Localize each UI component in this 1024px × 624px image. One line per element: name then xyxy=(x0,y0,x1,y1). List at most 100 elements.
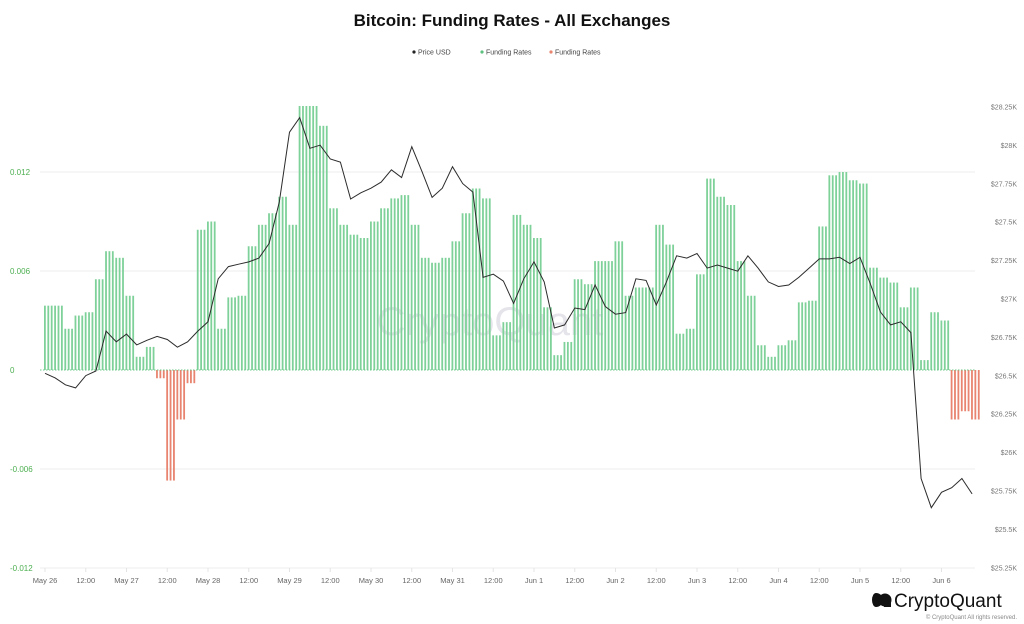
cryptoquant-logo: CryptoQuant xyxy=(872,591,1002,612)
x-tick-label: May 31 xyxy=(440,576,465,585)
legend-marker-price xyxy=(412,50,416,54)
funding-bar-negative xyxy=(957,370,960,420)
funding-bar-positive xyxy=(882,277,885,370)
funding-bar-positive xyxy=(139,356,141,370)
left-tick-label: -0.012 xyxy=(10,564,33,573)
funding-bar-positive xyxy=(536,238,539,370)
funding-bar-positive xyxy=(937,312,939,370)
funding-bar-positive xyxy=(780,345,783,370)
funding-bar-positive xyxy=(74,315,77,370)
funding-bar-positive xyxy=(200,229,203,370)
funding-bar-positive xyxy=(814,300,817,370)
funding-bar-positive xyxy=(298,106,301,370)
funding-bar-positive xyxy=(220,328,223,370)
funding-bar-positive xyxy=(651,287,654,370)
funding-bar-positive xyxy=(763,345,766,370)
right-tick-label: $25.25K xyxy=(991,565,1017,572)
funding-bar-positive xyxy=(254,246,257,370)
funding-bar-positive xyxy=(594,261,596,370)
legend-label-price: Price USD xyxy=(418,50,451,57)
funding-bar-positive xyxy=(488,198,491,370)
funding-bar-positive xyxy=(274,213,277,370)
funding-bar-positive xyxy=(54,305,56,370)
funding-bar-positive xyxy=(509,322,512,370)
funding-bar-positive xyxy=(94,279,97,370)
funding-bar-positive xyxy=(743,261,746,370)
funding-bar-positive xyxy=(431,262,433,370)
funding-bar-positive xyxy=(410,224,413,370)
funding-bar-positive xyxy=(634,287,637,370)
funding-bar-positive xyxy=(835,175,838,370)
funding-bar-positive xyxy=(492,335,495,370)
funding-bar-positive xyxy=(505,322,508,370)
funding-bar-positive xyxy=(400,195,403,370)
legend-item-funding-negative[interactable]: Funding Rates xyxy=(549,50,601,57)
funding-bar-positive xyxy=(825,226,827,370)
funding-bar-positive xyxy=(583,284,586,370)
funding-bar-positive xyxy=(794,340,797,370)
funding-bar-positive xyxy=(736,261,739,370)
legend-label-funding-negative: Funding Rates xyxy=(555,50,601,57)
x-tick-label: May 26 xyxy=(33,576,58,585)
funding-bar-positive xyxy=(315,106,318,370)
funding-bar-positive xyxy=(906,307,909,370)
funding-bar-positive xyxy=(611,261,613,370)
funding-bar-positive xyxy=(729,205,732,370)
funding-bar-negative xyxy=(974,370,977,420)
funding-bar-positive xyxy=(916,287,919,370)
funding-bar-positive xyxy=(549,307,552,370)
funding-bar-positive xyxy=(682,333,685,370)
funding-bar-positive xyxy=(831,175,834,370)
funding-bar-negative xyxy=(176,370,179,420)
right-tick-label: $26.75K xyxy=(991,335,1017,342)
funding-bar-positive xyxy=(142,356,145,370)
funding-bar-positive xyxy=(848,180,851,370)
funding-bar-positive xyxy=(339,224,342,370)
funding-bar-positive xyxy=(920,360,922,370)
funding-bar-positive xyxy=(889,282,892,370)
legend: Price USD Funding Rates Funding Rates xyxy=(412,50,601,57)
funding-bar-positive xyxy=(733,205,736,370)
funding-bar-negative xyxy=(954,370,956,420)
legend-item-price[interactable]: Price USD xyxy=(412,50,451,57)
funding-bar-positive xyxy=(441,257,444,370)
x-tick-label: 12:00 xyxy=(321,576,340,585)
funding-bar-positive xyxy=(88,312,90,370)
funding-bar-positive xyxy=(675,333,678,370)
chart-title: Bitcoin: Funding Rates - All Exchanges xyxy=(354,11,671,30)
legend-item-funding-positive[interactable]: Funding Rates xyxy=(480,50,532,57)
funding-bar-positive xyxy=(393,198,396,370)
x-tick-label: Jun 5 xyxy=(851,576,869,585)
x-tick-label: 12:00 xyxy=(76,576,95,585)
funding-bar-positive xyxy=(943,320,946,370)
right-tick-label: $28.25K xyxy=(991,105,1017,112)
funding-bar-positive xyxy=(461,213,464,370)
funding-bar-positive xyxy=(234,297,236,370)
funding-bar-positive xyxy=(526,224,529,370)
funding-bar-positive xyxy=(529,224,532,370)
funding-bar-positive xyxy=(872,267,875,370)
funding-bar-positive xyxy=(604,261,607,370)
right-tick-label: $27.25K xyxy=(991,258,1017,265)
funding-bar-positive xyxy=(322,125,325,370)
funding-bar-positive xyxy=(645,287,647,370)
funding-bar-positive xyxy=(451,241,454,370)
x-tick-label: 12:00 xyxy=(484,576,503,585)
funding-bar-positive xyxy=(152,346,155,370)
funding-bar-positive xyxy=(875,267,878,370)
funding-bar-positive xyxy=(111,251,114,370)
funding-bar-positive xyxy=(926,360,929,370)
funding-bar-positive xyxy=(305,106,308,370)
x-tick-label: 12:00 xyxy=(728,576,747,585)
right-tick-label: $25.75K xyxy=(991,489,1017,496)
funding-bar-positive xyxy=(903,307,905,370)
funding-bar-positive xyxy=(862,183,865,370)
funding-bar-positive xyxy=(60,305,63,370)
funding-bar-positive xyxy=(47,305,50,370)
funding-bar-positive xyxy=(329,208,332,370)
funding-bar-positive xyxy=(689,328,692,370)
funding-bar-positive xyxy=(852,180,855,370)
funding-bar-positive xyxy=(774,356,776,370)
funding-bar-positive xyxy=(753,295,756,370)
x-tick-label: Jun 3 xyxy=(688,576,706,585)
